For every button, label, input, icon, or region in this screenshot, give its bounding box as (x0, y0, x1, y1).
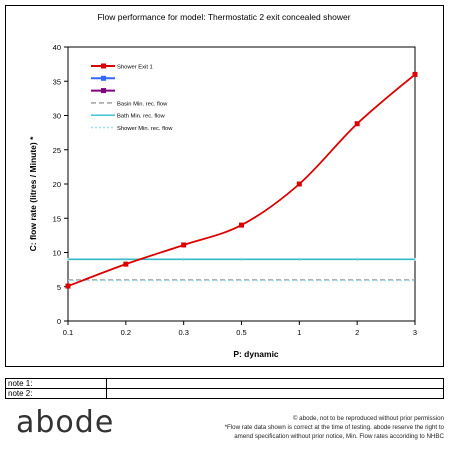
footer-disclaimer: © abode, not to be reproduced without pr… (144, 414, 444, 441)
legend: Shower Exit 1 Basin Min. rec. flow Bath Mi… (91, 63, 173, 132)
y-axis: 0 5 10 15 20 25 30 35 40 (53, 43, 68, 326)
y-tick-label: 25 (53, 146, 61, 155)
footer-line-1: © abode, not to be reproduced without pr… (292, 415, 444, 422)
legend-label-4: Bath Min. rec. flow (117, 114, 165, 120)
footer-line-2: *Flow rate data shown is correct at the … (224, 424, 444, 431)
legend-marker-1 (101, 75, 106, 81)
y-axis-label: C: flow rate (litres / Minute) * (28, 136, 38, 251)
series-layer (65, 71, 418, 289)
x-tick-label: 0.3 (178, 328, 188, 337)
note-1-value (106, 378, 444, 389)
data-point (239, 222, 244, 228)
x-tick-label: 2 (355, 328, 359, 337)
note-2-label: note 2: (5, 388, 107, 399)
note-row: note 2: (5, 388, 444, 399)
legend-label-3: Basin Min. rec. flow (117, 101, 168, 107)
chart-title: Flow performance for model: Thermostatic… (97, 12, 350, 22)
y-tick-label: 35 (53, 77, 61, 86)
footer-line-3: amend specification without prior notice… (234, 433, 444, 440)
y-tick-label: 0 (57, 317, 61, 326)
x-tick-label: 0.2 (121, 328, 131, 337)
legend-marker-0 (101, 63, 106, 69)
legend-label-0: Shower Exit 1 (117, 65, 153, 71)
note-1-label: note 1: (5, 378, 107, 389)
abode-logo: abode (16, 405, 115, 440)
y-tick-label: 5 (57, 283, 61, 292)
flow-chart: Flow performance for model: Thermostatic… (28, 12, 418, 359)
x-tick-label: 0.5 (236, 328, 246, 337)
data-point (354, 121, 360, 127)
data-point (181, 242, 187, 248)
note-row: note 1: (5, 378, 444, 389)
y-tick-label: 20 (53, 180, 61, 189)
y-tick-label: 15 (53, 214, 61, 223)
x-tick-label: 1 (297, 328, 301, 337)
y-tick-label: 30 (53, 112, 61, 121)
reference-lines (67, 257, 416, 282)
notes-table: note 1: note 2: (5, 378, 444, 399)
x-tick-label: 0.1 (63, 328, 73, 337)
x-tick-label: 3 (413, 328, 417, 337)
y-tick-label: 10 (53, 249, 61, 258)
x-axis-label: P: dynamic (233, 349, 279, 359)
data-point (412, 71, 418, 77)
legend-marker-2 (101, 88, 106, 94)
chart-frame: Flow performance for model: Thermostatic… (5, 5, 444, 367)
note-2-value (106, 388, 444, 399)
data-point (123, 261, 129, 267)
legend-label-5: Shower Min. rec. flow (117, 126, 173, 132)
data-point (296, 181, 302, 187)
data-point (65, 283, 71, 289)
y-tick-label: 40 (53, 43, 61, 52)
x-axis: 0.1 0.2 0.3 0.5 1 2 3 (63, 321, 417, 337)
